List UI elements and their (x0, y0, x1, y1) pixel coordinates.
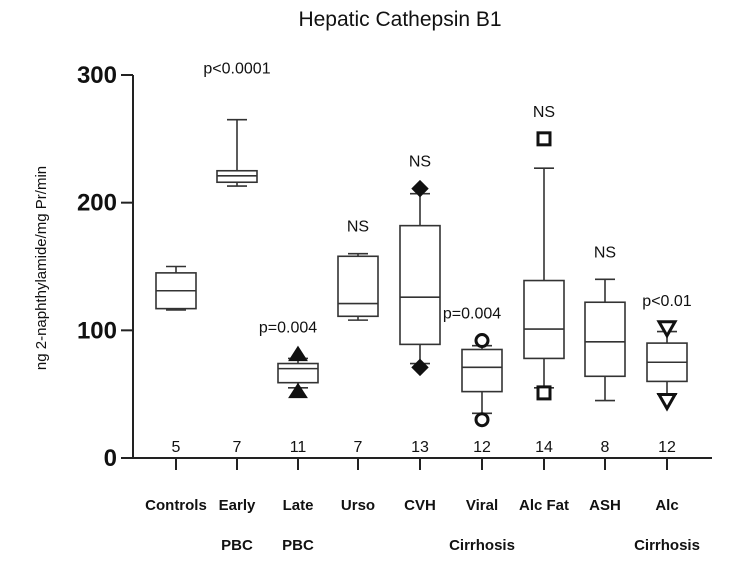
significance-annotation: p<0.0001 (203, 61, 270, 78)
sample-size-label: 8 (601, 439, 610, 456)
sample-size-label: 12 (473, 439, 491, 456)
y-tick-label: 300 (77, 62, 117, 89)
category-label-line2: Cirrhosis (449, 537, 515, 554)
outlier-marker (656, 320, 678, 339)
box-group: 8 NS (584, 244, 626, 456)
box-group: 12 p=0.004 (443, 306, 503, 456)
box-group: 14 NS (523, 104, 565, 456)
sample-size-label: 7 (354, 439, 363, 456)
outlier-circle-marker (474, 412, 490, 428)
box (523, 279, 565, 360)
outlier-square-marker (536, 131, 552, 147)
sample-size-label: 12 (658, 439, 676, 456)
sample-size-label: 5 (172, 439, 181, 456)
category-label-line2: PBC (221, 537, 253, 554)
box (337, 255, 379, 318)
significance-annotation: NS (347, 219, 369, 236)
box (277, 362, 319, 384)
plot-area: 5 7p<0.000111p=0.0047NS13NS12p=0.00414NS8… (155, 61, 692, 456)
sample-size-label: 13 (411, 439, 429, 456)
outlier-marker (411, 179, 429, 198)
chart-title: Hepatic Cathepsin B1 (298, 8, 501, 31)
significance-annotation: NS (533, 104, 555, 121)
y-axis-label: ng 2-naphthylamide/mg Pr/min (33, 166, 50, 370)
significance-annotation: NS (594, 244, 616, 261)
box (584, 301, 626, 378)
category-label: Viral (466, 497, 498, 514)
y-tick-label: 200 (77, 190, 117, 217)
category-label: Alc Fat (519, 497, 569, 514)
box-group: 7 p<0.0001 (203, 61, 270, 456)
sample-size-label: 7 (233, 439, 242, 456)
box-group: 5 (155, 265, 197, 456)
significance-annotation: p=0.004 (443, 306, 501, 323)
outlier-marker (288, 382, 308, 399)
box-group: 13 NS (399, 154, 441, 456)
category-label: Early (219, 497, 256, 514)
y-tick-label: 100 (77, 317, 117, 344)
sample-size-label: 14 (535, 439, 553, 456)
box (461, 348, 503, 393)
category-label: Urso (341, 497, 375, 514)
significance-annotation: p<0.01 (642, 293, 691, 310)
category-label: Controls (145, 497, 207, 514)
significance-annotation: p=0.004 (259, 320, 317, 337)
y-tick-label: 0 (104, 445, 117, 472)
category-label: ASH (589, 497, 621, 514)
outlier-marker (656, 393, 678, 412)
outlier-marker (288, 345, 308, 362)
box-group: 7 NS (337, 219, 379, 456)
box-group: 12 p<0.01 (642, 293, 691, 456)
sample-size-label: 11 (290, 439, 307, 456)
box (399, 224, 441, 346)
category-label: Alc (655, 497, 678, 514)
category-label-line2: Cirrhosis (634, 537, 700, 554)
category-label: Late (283, 497, 314, 514)
axes: 0 100 200 300 Controls Early PBC Late PBC Urso CVH… (77, 62, 712, 554)
significance-annotation: NS (409, 154, 431, 171)
outlier-circle-marker (474, 333, 490, 349)
category-label: CVH (404, 497, 436, 514)
box-group: 11 p=0.004 (259, 320, 319, 456)
category-label-line2: PBC (282, 537, 314, 554)
outlier-marker (411, 358, 429, 377)
outlier-square-marker (536, 385, 552, 401)
